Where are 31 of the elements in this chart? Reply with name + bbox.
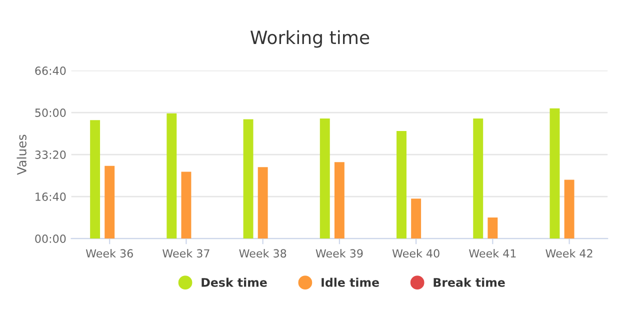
- y-tick-label: 00:00: [35, 234, 66, 243]
- x-tick-label: Week 42: [546, 248, 592, 258]
- legend-label: Desk time: [202, 278, 267, 287]
- x-tick-label: Week 39: [316, 248, 363, 258]
- bar: [104, 166, 115, 239]
- y-axis-title: Values: [16, 134, 26, 175]
- x-tick-label: Week 41: [468, 248, 516, 258]
- bar: [411, 198, 422, 239]
- x-tick-label: Week 38: [239, 248, 286, 258]
- chart-title: Working time: [250, 30, 370, 48]
- y-tick-label: 50:00: [35, 108, 66, 117]
- bar: [334, 162, 344, 239]
- x-tick-label: Week 36: [86, 248, 133, 258]
- bar: [90, 120, 100, 239]
- x-tick-label: Week 40: [392, 248, 440, 258]
- bar: [550, 108, 560, 239]
- bar: [243, 119, 254, 239]
- x-tick-label: Week 37: [162, 248, 210, 258]
- y-tick-label: 16:40: [36, 192, 66, 201]
- bar: [181, 172, 192, 239]
- bar: [396, 131, 406, 239]
- y-tick-label: 66:40: [35, 66, 66, 75]
- bar: [166, 113, 177, 239]
- y-tick-label: 33:20: [35, 150, 66, 159]
- bar: [473, 118, 484, 239]
- legend-label: Break time: [434, 278, 505, 287]
- bar: [320, 118, 330, 239]
- bar: [564, 180, 574, 239]
- legend-label: Idle time: [322, 278, 379, 287]
- bar: [258, 167, 268, 239]
- bar: [488, 218, 498, 239]
